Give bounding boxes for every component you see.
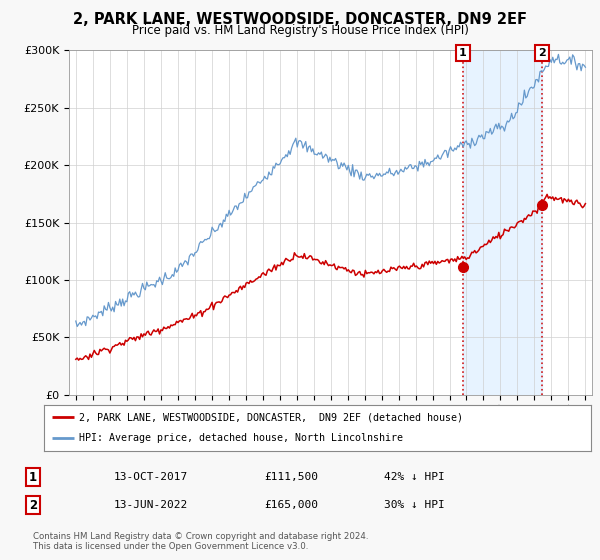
Text: 2, PARK LANE, WESTWOODSIDE, DONCASTER, DN9 2EF: 2, PARK LANE, WESTWOODSIDE, DONCASTER, D… xyxy=(73,12,527,27)
Text: £165,000: £165,000 xyxy=(264,500,318,510)
Text: Contains HM Land Registry data © Crown copyright and database right 2024.
This d: Contains HM Land Registry data © Crown c… xyxy=(33,532,368,552)
Text: £111,500: £111,500 xyxy=(264,472,318,482)
Text: HPI: Average price, detached house, North Lincolnshire: HPI: Average price, detached house, Nort… xyxy=(79,433,403,444)
Text: 30% ↓ HPI: 30% ↓ HPI xyxy=(384,500,445,510)
Text: 13-JUN-2022: 13-JUN-2022 xyxy=(114,500,188,510)
Text: 42% ↓ HPI: 42% ↓ HPI xyxy=(384,472,445,482)
Text: 13-OCT-2017: 13-OCT-2017 xyxy=(114,472,188,482)
Bar xyxy=(463,50,542,395)
Text: 2: 2 xyxy=(538,48,546,58)
Text: 2: 2 xyxy=(29,498,37,512)
Text: 1: 1 xyxy=(29,470,37,484)
Text: Price paid vs. HM Land Registry's House Price Index (HPI): Price paid vs. HM Land Registry's House … xyxy=(131,24,469,37)
Text: 2, PARK LANE, WESTWOODSIDE, DONCASTER,  DN9 2EF (detached house): 2, PARK LANE, WESTWOODSIDE, DONCASTER, D… xyxy=(79,412,463,422)
Text: 1: 1 xyxy=(459,48,467,58)
